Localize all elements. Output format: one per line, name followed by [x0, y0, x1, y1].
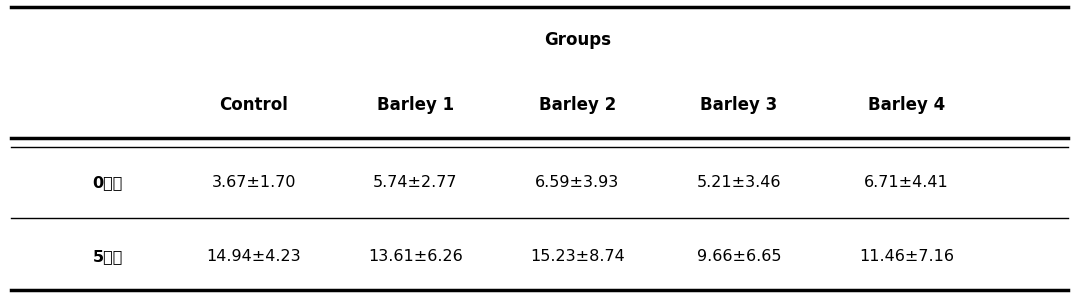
Text: 5.21±3.46: 5.21±3.46 [697, 175, 781, 190]
Text: 15.23±8.74: 15.23±8.74 [530, 249, 625, 264]
Text: 11.46±7.16: 11.46±7.16 [859, 249, 954, 264]
Text: Barley 3: Barley 3 [700, 97, 778, 114]
Text: Barley 4: Barley 4 [868, 97, 945, 114]
Text: 13.61±6.26: 13.61±6.26 [368, 249, 463, 264]
Text: 5.74±2.77: 5.74±2.77 [373, 175, 457, 190]
Text: 6.71±4.41: 6.71±4.41 [864, 175, 948, 190]
Text: 3.67±1.70: 3.67±1.70 [211, 175, 296, 190]
Text: 14.94±4.23: 14.94±4.23 [206, 249, 301, 264]
Text: 6.59±3.93: 6.59±3.93 [535, 175, 619, 190]
Text: 5주차: 5주차 [93, 249, 123, 264]
Text: Barley 2: Barley 2 [538, 97, 616, 114]
Text: Groups: Groups [544, 31, 611, 49]
Text: 0주차: 0주차 [93, 175, 123, 190]
Text: Barley 1: Barley 1 [377, 97, 454, 114]
Text: Control: Control [219, 97, 288, 114]
Text: 9.66±6.65: 9.66±6.65 [697, 249, 781, 264]
